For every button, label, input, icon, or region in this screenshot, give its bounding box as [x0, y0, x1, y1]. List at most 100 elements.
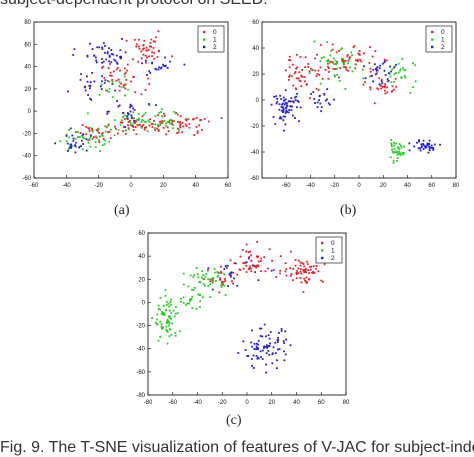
scatter-point [133, 120, 135, 122]
scatter-point [218, 291, 221, 294]
y-tick-label: -20 [136, 324, 145, 330]
scatter-point [195, 117, 198, 119]
scatter-point [334, 68, 337, 70]
scatter-point [101, 144, 104, 147]
scatter-point [339, 48, 342, 51]
scatter-point [369, 88, 372, 91]
scatter-point [93, 80, 96, 83]
scatter-point [151, 317, 153, 319]
scatter-point [132, 126, 135, 128]
scatter-point [148, 55, 150, 58]
scatter-point [213, 271, 216, 274]
scatter-point [389, 156, 392, 159]
scatter-point [295, 53, 298, 56]
legend-marker-1 [431, 38, 434, 41]
scatter-point [260, 327, 263, 330]
scatter-point [164, 289, 167, 291]
scatter-point [137, 60, 140, 63]
scatter-point [91, 71, 94, 74]
legend-marker-1 [203, 38, 206, 41]
scatter-point [181, 131, 184, 134]
scatter-point [217, 274, 220, 277]
scatter-point [395, 63, 397, 66]
scatter-point [313, 98, 316, 100]
scatter-point [283, 103, 286, 106]
scatter-point [371, 74, 373, 77]
scatter-point [263, 323, 266, 326]
scatter-point [209, 278, 212, 281]
scatter-point [269, 331, 272, 333]
scatter-point [160, 323, 163, 326]
scatter-point [302, 269, 305, 272]
scatter-point [193, 134, 196, 136]
scatter-point [169, 301, 172, 303]
scatter-point [154, 36, 157, 39]
scatter-point [231, 280, 233, 283]
scatter-point [263, 345, 266, 348]
scatter-point [292, 100, 295, 103]
scatter-point [162, 326, 164, 329]
scatter-point [287, 100, 290, 103]
scatter-point [304, 56, 307, 59]
scatter-point [127, 124, 129, 127]
scatter-point [242, 262, 245, 264]
scatter-point [328, 60, 330, 63]
scatter-point [164, 122, 167, 125]
scatter-point [80, 73, 82, 76]
scatter-point [125, 117, 128, 120]
scatter-point [303, 76, 306, 79]
scatter-point [298, 120, 300, 123]
scatter-point [159, 308, 162, 311]
scatter-point [142, 123, 145, 126]
x-tick-label: -20 [330, 183, 339, 189]
scatter-point [278, 108, 281, 111]
scatter-point [251, 264, 254, 267]
scatter-point [119, 121, 122, 124]
scatter-point [335, 62, 338, 65]
scatter-point [427, 151, 430, 154]
scatter-point [369, 46, 372, 48]
scatter-point [397, 62, 400, 65]
scatter-point [156, 313, 159, 316]
scatter-point [348, 58, 351, 61]
scatter-point [319, 82, 322, 85]
scatter-point [375, 72, 378, 75]
scatter-point [153, 52, 156, 54]
scatter-point [369, 86, 372, 89]
scatter-point [189, 274, 192, 277]
scatter-point [260, 270, 263, 272]
scatter-point [164, 295, 167, 297]
scatter-point [169, 303, 172, 306]
scatter-point [160, 111, 163, 113]
scatter-point [161, 311, 164, 313]
scatter-point [393, 66, 395, 69]
scatter-point [104, 51, 106, 54]
scatter-point [256, 256, 259, 259]
scatter-point [387, 80, 390, 82]
scatter-point [146, 130, 149, 132]
scatter-point [361, 68, 364, 71]
scatter-point [393, 88, 395, 91]
scatter-point [308, 272, 310, 275]
scatter-point [303, 265, 306, 268]
scatter-point [261, 358, 264, 360]
scatter-point [211, 278, 214, 281]
scatter-point [100, 83, 103, 86]
scatter-point [226, 267, 228, 269]
scatter-point [147, 48, 150, 51]
scatter-point [329, 54, 332, 57]
scatter-point [272, 346, 275, 349]
scatter-point [295, 67, 298, 70]
scatter-point [395, 150, 398, 153]
scatter-point [386, 78, 389, 81]
scatter-point [432, 146, 435, 149]
scatter-point [98, 132, 100, 134]
scatter-point [285, 274, 288, 277]
scatter-point [89, 42, 91, 45]
scatter-point [376, 69, 379, 72]
scatter-point [307, 278, 310, 281]
scatter-point [167, 130, 170, 133]
scatter-point [286, 105, 289, 108]
scatter-point [333, 98, 335, 101]
scatter-point [349, 66, 351, 69]
